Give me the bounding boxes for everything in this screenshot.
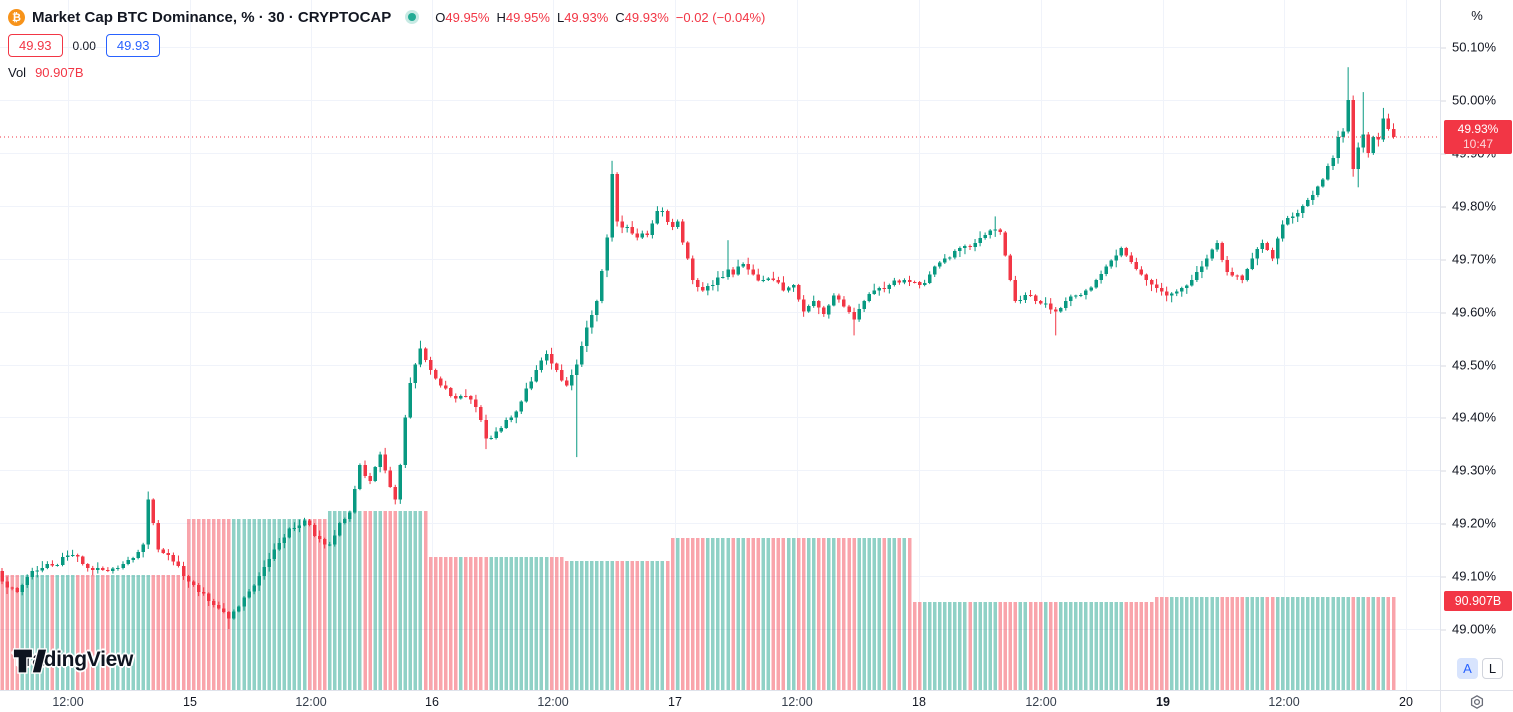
time-tick-day: 15 bbox=[183, 695, 197, 709]
time-tick-day: 16 bbox=[425, 695, 439, 709]
low-value: 49.93% bbox=[564, 9, 609, 25]
symbol-title[interactable]: Market Cap BTC Dominance, % · 30 · CRYPT… bbox=[32, 8, 392, 26]
btc-icon: ₿ bbox=[8, 8, 25, 26]
price-tick: 49.00% bbox=[1440, 621, 1497, 637]
change-value: −0.02 (−0.04%) bbox=[675, 9, 766, 25]
tradingview-logo[interactable]: TradingView bbox=[13, 648, 133, 674]
buy-price-button[interactable]: 49.93 bbox=[105, 34, 161, 57]
spread-value: 0.00 bbox=[72, 38, 96, 53]
price-tick: 50.10% bbox=[1440, 39, 1497, 55]
low-label: L bbox=[556, 9, 565, 25]
log-scale-button[interactable]: L bbox=[1482, 658, 1503, 679]
auto-scale-button[interactable]: A bbox=[1457, 658, 1478, 679]
time-tick-day: 18 bbox=[912, 695, 926, 709]
time-tick-day: 19 bbox=[1156, 695, 1170, 709]
price-tick: 49.30% bbox=[1440, 462, 1497, 478]
close-value: 49.93% bbox=[624, 9, 669, 25]
market-status-icon bbox=[405, 10, 420, 24]
time-tick: 12:00 bbox=[537, 695, 569, 709]
time-tick: 12:00 bbox=[52, 695, 84, 709]
close-label: C bbox=[615, 9, 625, 25]
time-tick-day: 20 bbox=[1399, 695, 1413, 709]
gear-icon[interactable] bbox=[1469, 694, 1485, 710]
price-tick: 49.10% bbox=[1440, 568, 1497, 584]
time-tick: 12:00 bbox=[295, 695, 327, 709]
time-tick: 12:00 bbox=[1025, 695, 1057, 709]
price-tick: 49.70% bbox=[1440, 251, 1497, 267]
tradingview-logo-icon bbox=[13, 648, 47, 674]
axis-corner bbox=[1440, 690, 1513, 712]
volume-study-label[interactable]: Vol bbox=[8, 65, 27, 80]
legend: ₿ Market Cap BTC Dominance, % · 30 · CRY… bbox=[8, 6, 765, 80]
open-label: O bbox=[435, 9, 446, 25]
price-tick: 49.60% bbox=[1440, 304, 1497, 320]
price-tick: 49.50% bbox=[1440, 357, 1497, 373]
time-tick-day: 17 bbox=[668, 695, 682, 709]
price-tick: 50.00% bbox=[1440, 92, 1497, 108]
price-tick: 49.80% bbox=[1440, 198, 1497, 214]
price-tick: 49.40% bbox=[1440, 409, 1497, 425]
price-axis[interactable]: % 50.10%50.00%49.90%49.80%49.70%49.60%49… bbox=[1440, 0, 1513, 690]
last-price-badge: 49.93% 10:47 bbox=[1444, 120, 1512, 154]
price-tick: 49.20% bbox=[1440, 515, 1497, 531]
time-tick: 12:00 bbox=[781, 695, 813, 709]
time-axis[interactable]: 12:00 15 12:00 16 12:00 17 12:00 18 12:00 19 12:00… bbox=[0, 690, 1440, 712]
chart-canvas[interactable]: ₿ Market Cap BTC Dominance, % · 30 · CRY… bbox=[0, 0, 1440, 690]
volume-study-value: 90.907B bbox=[35, 65, 84, 80]
time-tick: 12:00 bbox=[1268, 695, 1300, 709]
high-value: 49.95% bbox=[505, 9, 550, 25]
high-label: H bbox=[496, 9, 506, 25]
volume-badge: 90.907B bbox=[1444, 591, 1512, 611]
open-value: 49.95% bbox=[445, 9, 490, 25]
ohlc-values: O49.95% H49.95% L49.93% C49.93% −0.02 (−… bbox=[435, 10, 765, 25]
price-axis-unit[interactable]: % bbox=[1471, 8, 1483, 23]
last-price-value: 49.93% bbox=[1457, 122, 1499, 136]
candlestick-volume-chart[interactable] bbox=[0, 0, 1440, 690]
sell-price-button[interactable]: 49.93 bbox=[8, 34, 63, 57]
bar-countdown: 10:47 bbox=[1462, 137, 1494, 151]
